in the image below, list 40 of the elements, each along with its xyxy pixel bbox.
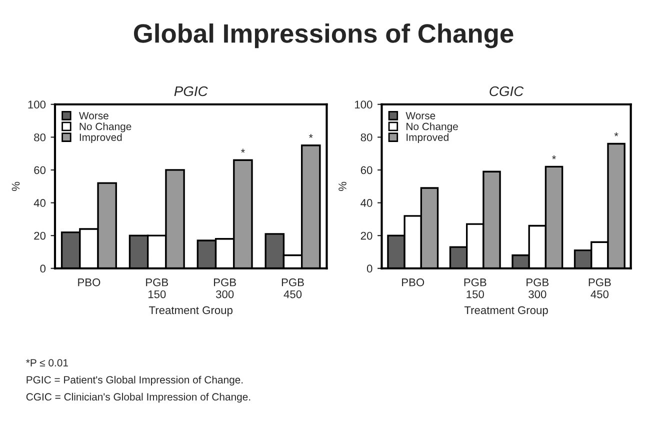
text: PGIC = Patient's Global Impression of Change.: [26, 376, 243, 386]
x-tick-label: PGB 150: [146, 278, 168, 298]
text: CGIC = Clinician's Global Impression of Change.: [26, 392, 250, 403]
legend-label: Worse: [406, 112, 436, 120]
y-tick-label: 20: [360, 232, 372, 240]
legend-label: No Change: [80, 122, 132, 132]
data-label: *: [240, 148, 245, 153]
y-tick-label: 40: [34, 199, 46, 207]
x-tick-label: PBO: [402, 278, 424, 286]
x-tick-label: PGB 450: [282, 278, 304, 298]
y-axis-title: %: [12, 182, 20, 191]
legend-label: No Change: [406, 122, 458, 132]
y-tick-label: 0: [40, 264, 46, 273]
y-tick-label: 100: [355, 100, 372, 109]
x-axis-title: Treatment Group: [464, 306, 548, 316]
x-tick-label: PBO: [78, 278, 100, 286]
chart-subtitle: PGIC: [174, 86, 208, 96]
y-tick-label: 60: [360, 166, 372, 174]
chart-title: Global Impressions of Change: [134, 23, 514, 48]
data-label: *: [552, 155, 556, 160]
y-tick-label: 100: [28, 100, 46, 109]
x-tick-label: PGB 150: [464, 278, 486, 298]
y-tick-label: 60: [34, 166, 46, 174]
y-tick-label: 80: [34, 133, 46, 142]
legend-label: Worse: [79, 112, 108, 120]
chart-subtitle: CGIC: [490, 86, 524, 96]
legend-label: Improved: [80, 133, 122, 144]
data-label: *: [308, 134, 313, 138]
text: *P ≤ 0.01: [26, 359, 68, 366]
y-tick-label: 20: [34, 232, 46, 240]
x-axis-title: Treatment Group: [149, 306, 232, 316]
x-tick-label: PGB 300: [214, 278, 236, 298]
y-tick-label: 80: [360, 133, 372, 142]
y-tick-label: 40: [360, 199, 372, 207]
y-tick-label: 0: [366, 264, 372, 273]
x-tick-label: PGB 450: [588, 278, 611, 298]
y-axis-title: %: [338, 182, 346, 191]
legend-label: Improved: [406, 133, 448, 144]
data-label: *: [614, 132, 618, 136]
x-tick-label: PGB 300: [526, 278, 549, 298]
